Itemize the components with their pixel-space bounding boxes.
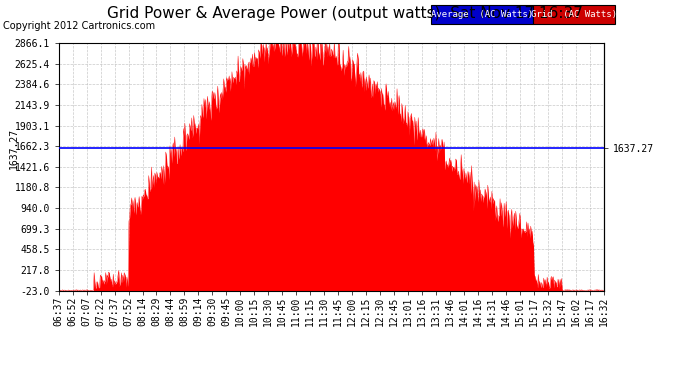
Text: Grid Power & Average Power (output watts)  Sat Nov 17 16:37: Grid Power & Average Power (output watts… [107,6,583,21]
Text: Copyright 2012 Cartronics.com: Copyright 2012 Cartronics.com [3,21,155,31]
Text: Average  (AC Watts): Average (AC Watts) [431,10,533,19]
Text: Grid  (AC Watts): Grid (AC Watts) [531,10,617,19]
Text: 1637.27: 1637.27 [9,128,19,169]
